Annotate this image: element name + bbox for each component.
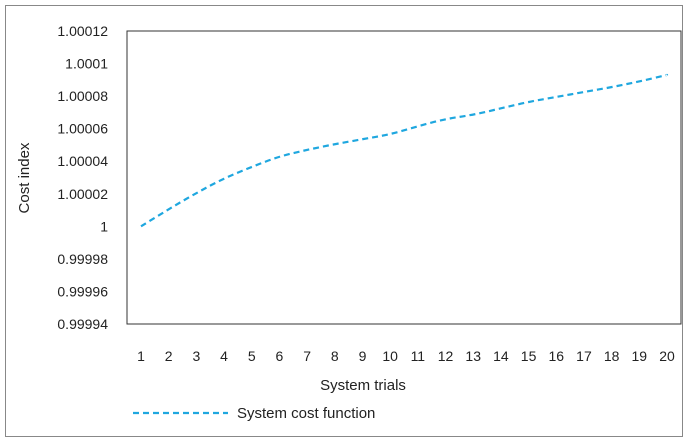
x-tick-label: 11 bbox=[411, 348, 426, 364]
chart-border bbox=[5, 5, 683, 437]
x-tick-label: 12 bbox=[438, 348, 454, 364]
y-tick-label: 1.00008 bbox=[57, 88, 108, 104]
y-tick-label: 1.00004 bbox=[57, 153, 108, 169]
y-axis-ticks: 1.00012 1.0001 1.00008 1.00006 1.00004 1.0000… bbox=[57, 23, 108, 332]
plot-area bbox=[126, 30, 682, 325]
x-tick-label: 19 bbox=[632, 348, 648, 364]
x-tick-label: 10 bbox=[382, 348, 398, 364]
x-tick-label: 8 bbox=[331, 348, 339, 364]
x-tick-label: 20 bbox=[659, 348, 675, 364]
y-tick-label: 0.99998 bbox=[57, 251, 108, 267]
x-tick-label: 5 bbox=[248, 348, 256, 364]
series-line-system-cost-function bbox=[140, 73, 669, 228]
x-tick-label: 17 bbox=[576, 348, 592, 364]
x-tick-label: 16 bbox=[548, 348, 564, 364]
x-axis-ticks: 1 2 3 4 5 6 7 8 9 10 11 12 13 14 15 16 17 18 19 20 bbox=[137, 348, 675, 364]
legend: System cost function bbox=[133, 405, 375, 422]
x-tick-label: 18 bbox=[604, 348, 620, 364]
y-axis-title: Cost index bbox=[16, 142, 33, 213]
x-tick-label: 15 bbox=[521, 348, 537, 364]
x-tick-label: 7 bbox=[303, 348, 311, 364]
y-tick-label: 0.99994 bbox=[57, 316, 108, 332]
y-tick-label: 1 bbox=[100, 218, 108, 234]
x-tick-label: 3 bbox=[192, 348, 200, 364]
y-tick-label: 1.00012 bbox=[57, 23, 108, 39]
y-tick-label: 0.99996 bbox=[57, 283, 108, 299]
x-tick-label: 9 bbox=[359, 348, 367, 364]
x-tick-label: 14 bbox=[493, 348, 509, 364]
x-tick-label: 4 bbox=[220, 348, 228, 364]
x-axis-title: System trials bbox=[320, 377, 406, 394]
x-tick-label: 6 bbox=[276, 348, 284, 364]
y-tick-label: 1.0001 bbox=[65, 56, 108, 72]
legend-label: System cost function bbox=[237, 405, 375, 422]
x-tick-label: 1 bbox=[137, 348, 145, 364]
x-tick-label: 13 bbox=[465, 348, 481, 364]
x-tick-label: 2 bbox=[165, 348, 173, 364]
y-tick-label: 1.00002 bbox=[57, 186, 108, 202]
y-tick-label: 1.00006 bbox=[57, 121, 108, 137]
